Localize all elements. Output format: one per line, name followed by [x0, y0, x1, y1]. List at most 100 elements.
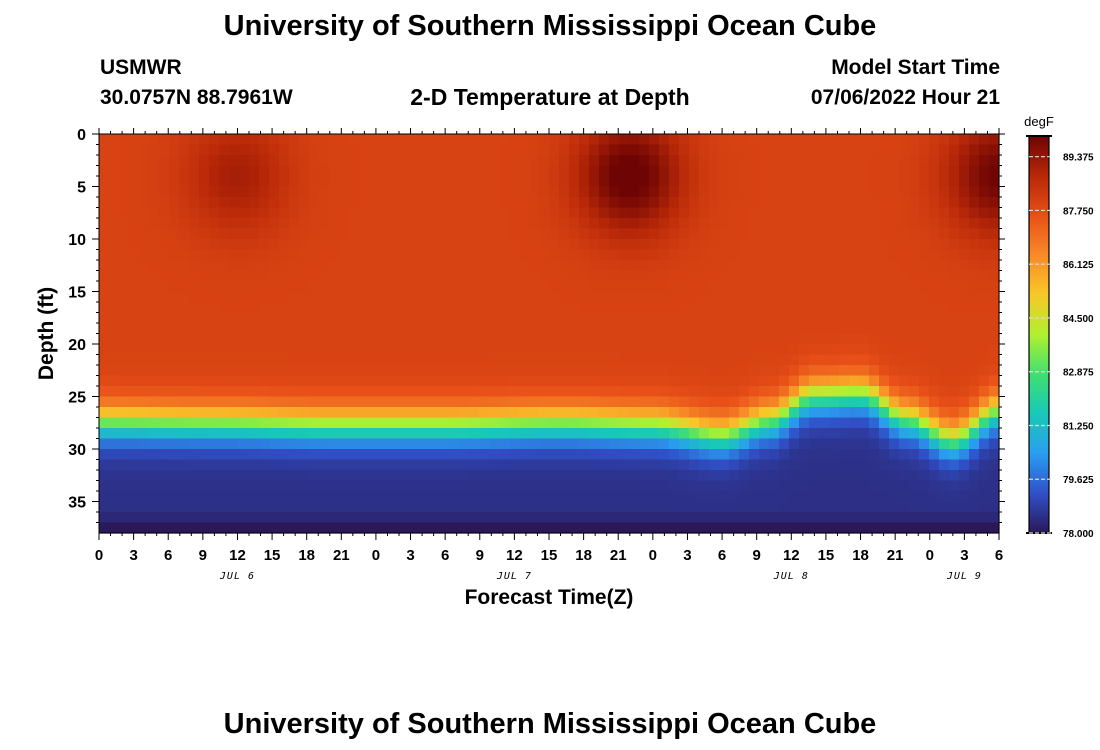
heatmap-cell: [229, 197, 240, 209]
heatmap-cell: [589, 365, 600, 377]
heatmap-cell: [939, 270, 950, 282]
heatmap-cell: [499, 281, 510, 293]
heatmap-cell: [909, 365, 920, 377]
heatmap-cell: [209, 459, 220, 471]
heatmap-cell: [459, 396, 470, 408]
heatmap-cell: [159, 365, 170, 377]
heatmap-cell: [679, 417, 690, 429]
heatmap-cell: [299, 218, 310, 230]
heatmap-cell: [189, 333, 200, 345]
heatmap-cell: [729, 501, 740, 513]
heatmap-cell: [929, 375, 940, 387]
heatmap-cell: [469, 249, 480, 261]
heatmap-cell: [429, 428, 440, 440]
heatmap-cell: [559, 270, 570, 282]
heatmap-cell: [839, 512, 850, 524]
heatmap-cell: [209, 470, 220, 482]
heatmap-cell: [819, 186, 830, 198]
heatmap-cell: [729, 270, 740, 282]
heatmap-cell: [789, 312, 800, 324]
heatmap-cell: [449, 501, 460, 513]
heatmap-cell: [519, 291, 530, 303]
heatmap-cell: [899, 302, 910, 314]
heatmap-cell: [839, 302, 850, 314]
heatmap-cell: [479, 428, 490, 440]
heatmap-cell: [159, 438, 170, 450]
heatmap-cell: [809, 396, 820, 408]
heatmap-cell: [159, 176, 170, 188]
heatmap-cell: [789, 239, 800, 251]
heatmap-cell: [419, 407, 430, 419]
heatmap-cell: [719, 323, 730, 335]
heatmap-cell: [859, 470, 870, 482]
heatmap-cell: [629, 407, 640, 419]
heatmap-cell: [249, 165, 260, 177]
heatmap-cell: [589, 144, 600, 156]
heatmap-cell: [669, 291, 680, 303]
heatmap-cell: [679, 344, 690, 356]
heatmap-cell: [279, 281, 290, 293]
heatmap-cell: [649, 239, 660, 251]
heatmap-cell: [909, 428, 920, 440]
heatmap-cell: [829, 480, 840, 492]
heatmap-cell: [509, 354, 520, 366]
heatmap-cell: [209, 144, 220, 156]
heatmap-cell: [689, 438, 700, 450]
heatmap-cell: [189, 312, 200, 324]
heatmap-cell: [769, 218, 780, 230]
heatmap-cell: [209, 186, 220, 198]
heatmap-cell: [829, 260, 840, 272]
heatmap-cell: [249, 344, 260, 356]
heatmap-cell: [669, 480, 680, 492]
heatmap-cell: [229, 186, 240, 198]
heatmap-cell: [819, 155, 830, 167]
heatmap-cell: [479, 470, 490, 482]
heatmap-cell: [909, 165, 920, 177]
heatmap-cell: [539, 155, 550, 167]
heatmap-cell: [579, 270, 590, 282]
heatmap-cell: [839, 417, 850, 429]
heatmap-cell: [529, 165, 540, 177]
heatmap-cell: [419, 270, 430, 282]
heatmap-cell: [139, 344, 150, 356]
heatmap-cell: [159, 186, 170, 198]
heatmap-cell: [889, 459, 900, 471]
heatmap-cell: [859, 407, 870, 419]
heatmap-cell: [899, 312, 910, 324]
heatmap-cell: [819, 291, 830, 303]
heatmap-cell: [319, 512, 330, 524]
heatmap-cell: [109, 165, 120, 177]
heatmap-cell: [639, 228, 650, 240]
heatmap-cell: [389, 501, 400, 513]
heatmap-cell: [339, 470, 350, 482]
heatmap-cell: [119, 491, 130, 503]
heatmap-cell: [449, 512, 460, 524]
heatmap-cell: [589, 375, 600, 387]
heatmap-cell: [299, 134, 310, 146]
heatmap-cell: [179, 365, 190, 377]
heatmap-cell: [129, 480, 140, 492]
heatmap-cell: [789, 354, 800, 366]
heatmap-cell: [679, 165, 690, 177]
heatmap-cell: [489, 260, 500, 272]
heatmap-cell: [339, 323, 350, 335]
heatmap-cell: [729, 480, 740, 492]
heatmap-cell: [799, 333, 810, 345]
heatmap-cell: [189, 501, 200, 513]
heatmap-cell: [799, 386, 810, 398]
heatmap-cell: [989, 491, 1000, 503]
heatmap-cell: [889, 375, 900, 387]
heatmap-cell: [939, 333, 950, 345]
heatmap-cell: [199, 260, 210, 272]
heatmap-cell: [389, 270, 400, 282]
heatmap-cell: [479, 407, 490, 419]
heatmap-cell: [699, 344, 710, 356]
heatmap-cell: [549, 155, 560, 167]
heatmap-cell: [119, 375, 130, 387]
heatmap-cell: [589, 155, 600, 167]
heatmap-cell: [909, 417, 920, 429]
heatmap-cell: [349, 501, 360, 513]
heatmap-cell: [979, 417, 990, 429]
heatmap-cell: [979, 522, 990, 534]
heatmap-cell: [599, 218, 610, 230]
